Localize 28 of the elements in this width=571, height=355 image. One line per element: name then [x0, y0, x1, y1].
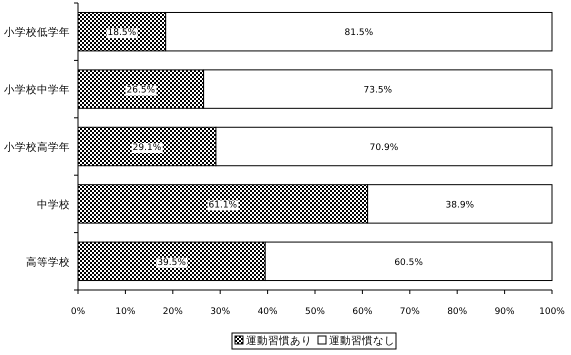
x-tick-label: 30%: [210, 307, 231, 317]
y-tick-label: 小学校高学年: [4, 140, 70, 154]
x-tick-label: 70%: [400, 307, 420, 317]
y-tick-label: 高等学校: [26, 255, 70, 268]
data-label: 38.9%: [446, 200, 475, 210]
x-tick-label: 0%: [70, 307, 86, 317]
x-tick-label: 40%: [258, 307, 278, 317]
data-label: 70.9%: [370, 143, 399, 153]
data-label: 39.5%: [157, 258, 186, 268]
y-tick-label: 中学校: [37, 198, 70, 211]
y-tick-label: 小学校中学年: [4, 83, 70, 96]
x-tick-label: 50%: [304, 307, 326, 317]
legend-label: 運動習慣あり: [246, 335, 312, 347]
data-label: 61.1%: [208, 200, 238, 210]
x-tick-label: 60%: [352, 307, 373, 317]
x-tick-label: 20%: [162, 307, 184, 317]
x-tick-label: 80%: [447, 307, 468, 317]
y-tick-label: 小学校低学年: [4, 26, 70, 39]
x-tick-label: 90%: [494, 307, 516, 317]
data-label: 60.5%: [394, 258, 424, 268]
data-label: 18.5%: [108, 28, 137, 38]
x-tick-label: 10%: [115, 307, 136, 317]
data-label: 73.5%: [364, 86, 393, 96]
data-label: 26.5%: [126, 86, 156, 96]
legend-label: 運動習慣なし: [329, 335, 395, 347]
data-label: 29.1%: [132, 143, 162, 153]
data-label: 81.5%: [344, 28, 374, 38]
x-tick-label: 100%: [539, 307, 566, 317]
